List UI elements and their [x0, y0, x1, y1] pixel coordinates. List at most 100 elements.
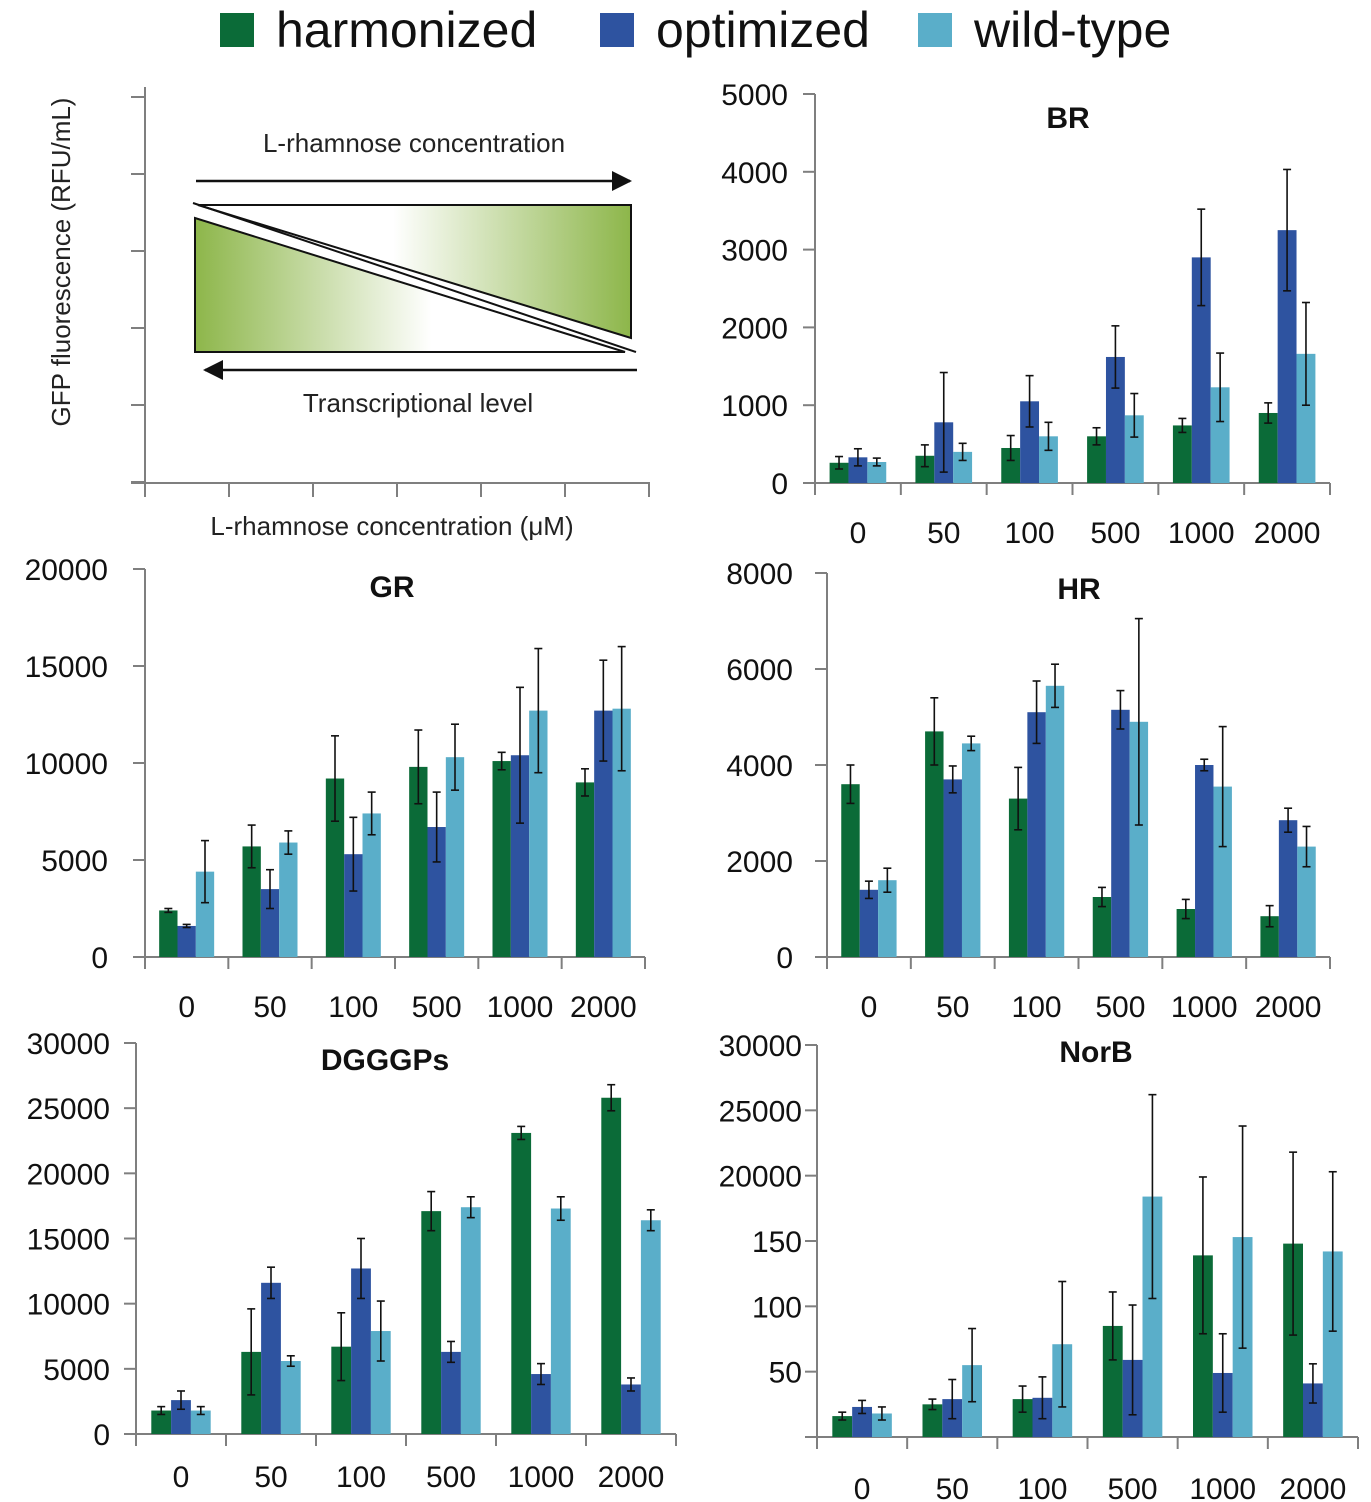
- bar-harmonized: [331, 1346, 352, 1434]
- y-tick-label: 5000: [43, 1354, 110, 1387]
- bar-wild-type: [370, 1331, 391, 1434]
- bar-harmonized: [1092, 897, 1112, 957]
- bar-harmonized: [1001, 447, 1021, 483]
- schematic-upper-wedge: [197, 204, 632, 340]
- bar-harmonized: [1176, 909, 1196, 957]
- chart-br: 0 1000 2000 3000 4000 5000 0 50 100 500 1000 2000 BR: [721, 79, 1331, 550]
- x-tick-label: 500: [1090, 517, 1140, 550]
- bar-wild-type: [1039, 436, 1058, 483]
- legend-swatch-wild-type: [918, 13, 952, 47]
- chart-title: GR: [370, 571, 415, 604]
- bar-optimized: [1278, 820, 1298, 957]
- y-tick-label: 4000: [726, 750, 793, 783]
- bar-optimized: [943, 779, 962, 957]
- bar-wild-type: [640, 1220, 661, 1434]
- y-tick-label: 10000: [27, 1289, 110, 1322]
- bar-wild-type: [1296, 353, 1316, 483]
- bar-optimized: [510, 755, 530, 957]
- schematic-lower-wedge: [194, 216, 626, 353]
- bar-optimized: [1191, 257, 1211, 483]
- bar-harmonized: [832, 1416, 853, 1437]
- x-tick-label: 2000: [1280, 1473, 1347, 1502]
- chart-title: DGGGPs: [321, 1044, 449, 1077]
- y-tick-label: 0: [91, 942, 108, 975]
- bar-harmonized: [829, 462, 849, 483]
- bar-wild-type: [195, 871, 215, 957]
- legend: harmonized optimized wild-type: [0, 0, 1371, 60]
- bar-wild-type: [1142, 1196, 1163, 1437]
- x-tick-label: 50: [927, 517, 960, 550]
- bar-wild-type: [1297, 846, 1316, 957]
- y-tick-label: 0: [93, 1419, 110, 1452]
- x-tick-label: 2000: [1254, 517, 1321, 550]
- bar-harmonized: [1102, 1325, 1123, 1437]
- bar-wild-type: [1210, 387, 1230, 483]
- bar-harmonized: [1258, 412, 1278, 483]
- chart-dgggps: 0 5000 10000 15000 20000 25000 30000 0 50 100 500 1…: [27, 1028, 677, 1494]
- y-tick-label: 30000: [719, 1030, 802, 1063]
- bar-optimized: [621, 1384, 641, 1434]
- bar-wild-type: [445, 757, 465, 957]
- y-tick-label: 100: [752, 1291, 802, 1324]
- y-tick-label: 1000: [721, 390, 788, 423]
- x-tick-label: 0: [850, 517, 867, 550]
- bar-optimized: [1105, 356, 1125, 483]
- y-tick-label: 50: [769, 1357, 802, 1390]
- bar-optimized: [594, 710, 613, 957]
- y-tick-label: 30000: [27, 1028, 110, 1061]
- bar-harmonized: [1283, 1243, 1303, 1437]
- y-tick-label: 10000: [25, 748, 108, 781]
- bar-optimized: [859, 889, 879, 957]
- y-tick-label: 5000: [721, 79, 788, 112]
- bar-harmonized: [1172, 425, 1192, 483]
- x-tick-label: 2000: [570, 991, 637, 1024]
- schematic-top-arrow-label: L-rhamnose concentration: [263, 128, 565, 158]
- x-tick-label: 50: [254, 1461, 287, 1494]
- bar-optimized: [344, 854, 363, 957]
- bar-wild-type: [529, 710, 548, 957]
- schematic-y-label: GFP fluorescence (RFU/mL): [46, 98, 76, 427]
- bar-wild-type: [550, 1208, 571, 1434]
- y-tick-label: 3000: [721, 235, 788, 268]
- x-tick-label: 1000: [1189, 1473, 1256, 1502]
- bar-wild-type: [279, 842, 298, 957]
- bar-harmonized: [1192, 1255, 1213, 1437]
- bar-harmonized: [1012, 1399, 1033, 1437]
- y-tick-label: 4000: [721, 157, 788, 190]
- legend-swatch-harmonized: [220, 13, 254, 47]
- bar-optimized: [351, 1268, 371, 1434]
- chart-hr: 0 2000 4000 6000 8000 0 50 100 500 1000 2000 HR: [726, 558, 1331, 1024]
- chart-gr: 0 5000 10000 15000 20000 0 50 100 500 1000 2000 GR: [25, 554, 646, 1024]
- x-tick-label: 1000: [1171, 991, 1238, 1024]
- x-tick-label: 0: [173, 1461, 190, 1494]
- bar-harmonized: [242, 846, 261, 957]
- schematic-diagonal: [192, 202, 637, 353]
- y-tick-label: 25000: [719, 1095, 802, 1128]
- x-tick-label: 50: [253, 991, 286, 1024]
- bar-harmonized: [601, 1097, 622, 1434]
- bar-harmonized: [409, 766, 428, 957]
- bar-wild-type: [190, 1410, 211, 1434]
- bar-wild-type: [953, 451, 973, 483]
- schematic-bottom-arrow-label: Transcriptional level: [303, 388, 533, 418]
- bar-wild-type: [867, 461, 887, 483]
- y-tick-label: 25000: [27, 1093, 110, 1126]
- bar-harmonized: [511, 1132, 532, 1434]
- bar-harmonized: [915, 455, 935, 483]
- x-tick-label: 0: [178, 991, 195, 1024]
- bar-optimized: [171, 1400, 191, 1434]
- legend-swatch-optimized: [600, 13, 634, 47]
- bar-harmonized: [922, 1404, 943, 1437]
- x-tick-label: 2000: [1255, 991, 1322, 1024]
- bar-optimized: [261, 1282, 281, 1434]
- bar-wild-type: [362, 813, 381, 957]
- y-tick-label: 20000: [25, 554, 108, 587]
- bar-wild-type: [460, 1207, 481, 1434]
- x-tick-label: 0: [861, 991, 878, 1024]
- bar-wild-type: [1045, 685, 1065, 957]
- bar-harmonized: [925, 731, 944, 957]
- x-tick-label: 2000: [598, 1461, 665, 1494]
- x-tick-label: 500: [412, 991, 462, 1024]
- y-tick-label: 8000: [726, 558, 793, 591]
